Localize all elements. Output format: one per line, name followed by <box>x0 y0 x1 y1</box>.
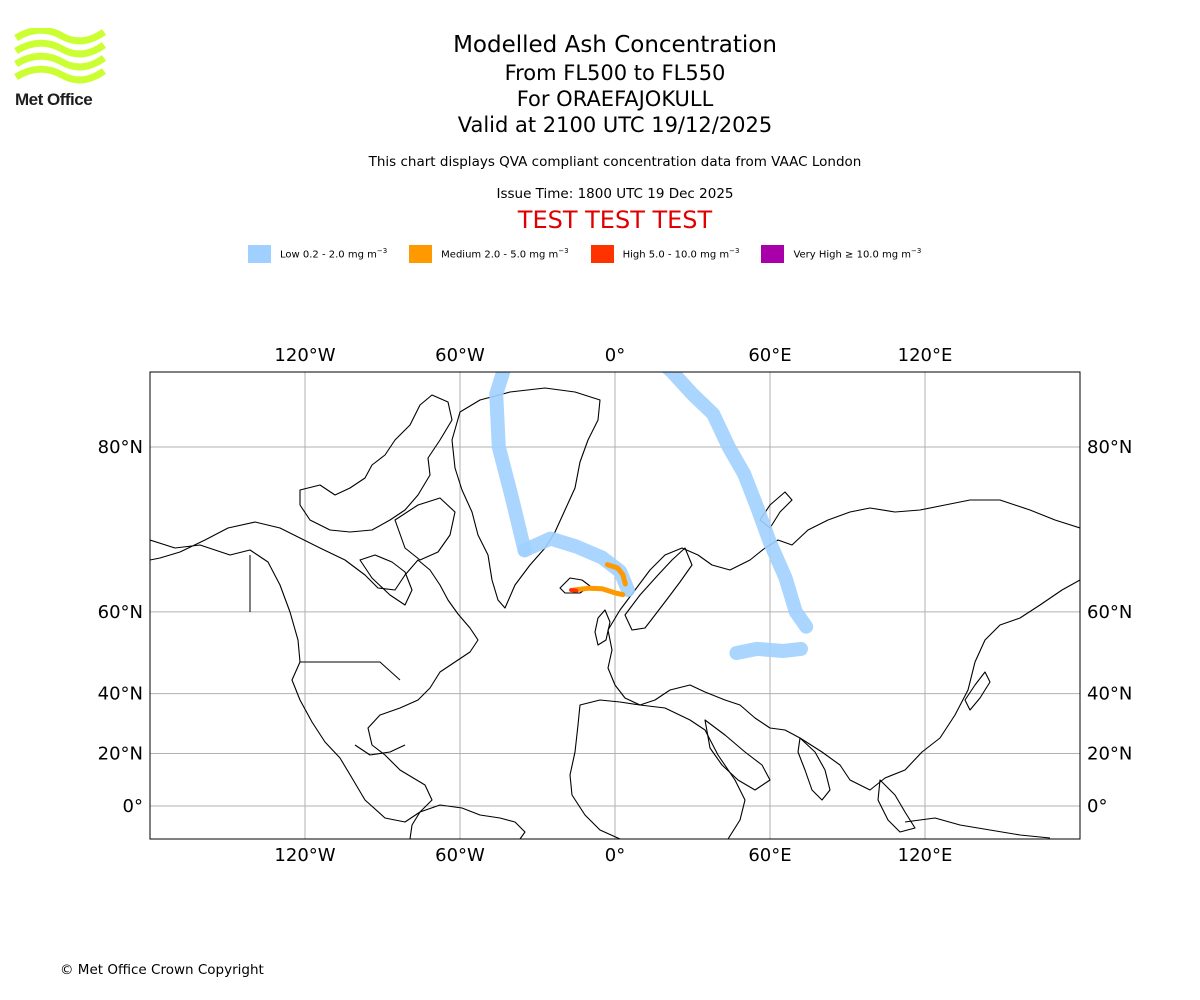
legend-label-high: High 5.0 - 10.0 mg m−3 <box>623 247 740 260</box>
logo-wave-2 <box>14 39 106 58</box>
lat-label-left: 60°N <box>98 602 143 623</box>
coastline-arabia <box>704 719 771 791</box>
ash-plume-medium <box>571 585 626 598</box>
issue-time: Issue Time: 1800 UTC 19 Dec 2025 <box>496 186 734 202</box>
lon-label-top: 60°E <box>748 345 791 366</box>
legend-text-low: Low 0.2 - 2.0 mg m <box>280 249 377 261</box>
coastline-baffin <box>394 497 456 561</box>
lon-label-top: 60°W <box>435 345 485 366</box>
logo-wave-4 <box>14 65 106 84</box>
legend-label-low: Low 0.2 - 2.0 mg m−3 <box>280 247 387 260</box>
coastline-south-america <box>409 804 526 839</box>
chart-subtitle: This chart displays QVA compliant concen… <box>368 154 862 170</box>
lat-label-left: 20°N <box>98 743 143 764</box>
ash-plume-low <box>729 641 808 660</box>
legend-item-high: High 5.0 - 10.0 mg m−3 <box>590 245 740 263</box>
coastline-arctic-islands <box>299 394 453 533</box>
valid-time: Valid at 2100 UTC 19/12/2025 <box>457 113 773 137</box>
legend-text-medium: Medium 2.0 - 5.0 mg m <box>441 249 559 261</box>
legend-label-medium: Medium 2.0 - 5.0 mg m−3 <box>441 247 568 260</box>
legend-text-very-high: Very High ≥ 10.0 mg m <box>793 249 912 261</box>
coastline-hudson-bay <box>359 554 413 606</box>
coastline-north-america <box>150 521 479 823</box>
legend-unit-low: −3 <box>376 247 388 256</box>
legend-item-low: Low 0.2 - 2.0 mg m−3 <box>248 245 387 263</box>
legend-swatch-medium <box>409 245 433 263</box>
logo-text: Met Office <box>15 90 93 109</box>
logo-wave-1 <box>14 28 106 45</box>
volcano-name: For ORAEFAJOKULL <box>516 87 714 111</box>
lat-label-left: 40°N <box>98 684 143 705</box>
met-office-logo: Met Office <box>14 28 110 112</box>
legend-swatch-very-high <box>761 245 785 263</box>
lat-label-right: 0° <box>1087 796 1107 817</box>
lat-label-right: 60°N <box>1087 602 1132 623</box>
lon-label-bottom: 120°W <box>274 845 335 866</box>
map-frame <box>149 371 1081 840</box>
ash-plume-high <box>569 588 579 593</box>
lon-label-bottom: 60°E <box>748 845 791 866</box>
lon-label-bottom: 120°E <box>898 845 953 866</box>
coastline-eurasia <box>607 499 1080 791</box>
legend-unit-medium: −3 <box>558 247 569 256</box>
lat-label-right: 80°N <box>1087 437 1132 458</box>
lat-label-right: 20°N <box>1087 743 1132 764</box>
legend-text-high: High 5.0 - 10.0 mg m <box>622 249 730 261</box>
chart-header: Modelled Ash Concentration From FL500 to… <box>315 30 915 234</box>
legend-unit-high: −3 <box>729 247 740 256</box>
test-banner: TEST TEST TEST <box>517 206 713 234</box>
coastline-scandinavia <box>624 547 693 631</box>
coastline-africa <box>569 699 746 839</box>
lat-label-left: 80°N <box>98 437 143 458</box>
coastline-gulf-mexico <box>354 744 406 756</box>
coastline-india <box>797 737 831 801</box>
lon-label-top: 120°E <box>898 345 953 366</box>
lat-label-left: 0° <box>123 796 143 817</box>
coastline-britain <box>594 609 611 646</box>
ash-plume-low <box>489 372 814 634</box>
legend-unit-very-high: −3 <box>911 247 922 256</box>
lon-label-top: 0° <box>605 345 625 366</box>
legend-label-very-high: Very High ≥ 10.0 mg m−3 <box>793 247 921 260</box>
page-title: Modelled Ash Concentration <box>453 32 777 58</box>
lat-label-right: 40°N <box>1087 684 1132 705</box>
logo-wave-3 <box>14 52 106 71</box>
legend-item-medium: Medium 2.0 - 5.0 mg m−3 <box>409 245 569 263</box>
legend-swatch-high <box>590 245 614 263</box>
graticule-labels: 120°W 120°W 60°W 60°W 0° 0° 60°E 60°E 120°E 120°E… <box>98 345 1133 866</box>
coastline-japan <box>964 671 991 711</box>
coastline-greenland <box>451 387 601 609</box>
coastline-indonesia <box>904 817 1051 839</box>
coastline-se-asia <box>877 779 916 833</box>
lon-label-bottom: 0° <box>605 845 625 866</box>
concentration-legend: Low 0.2 - 2.0 mg m−3 Medium 2.0 - 5.0 mg… <box>248 244 943 264</box>
coastlines <box>150 387 1080 839</box>
lon-label-top: 120°W <box>274 345 335 366</box>
graticule <box>150 372 1080 839</box>
legend-item-very-high: Very High ≥ 10.0 mg m−3 <box>761 245 921 263</box>
ash-plumes <box>489 372 814 660</box>
met-office-wave-logo-icon <box>14 28 106 84</box>
copyright: © Met Office Crown Copyright <box>60 962 264 978</box>
flight-level-range: From FL500 to FL550 <box>504 61 726 85</box>
legend-swatch-low <box>248 245 271 263</box>
lon-label-bottom: 60°W <box>435 845 485 866</box>
border-canada-usa <box>249 555 401 681</box>
ash-plume-medium <box>604 562 628 587</box>
